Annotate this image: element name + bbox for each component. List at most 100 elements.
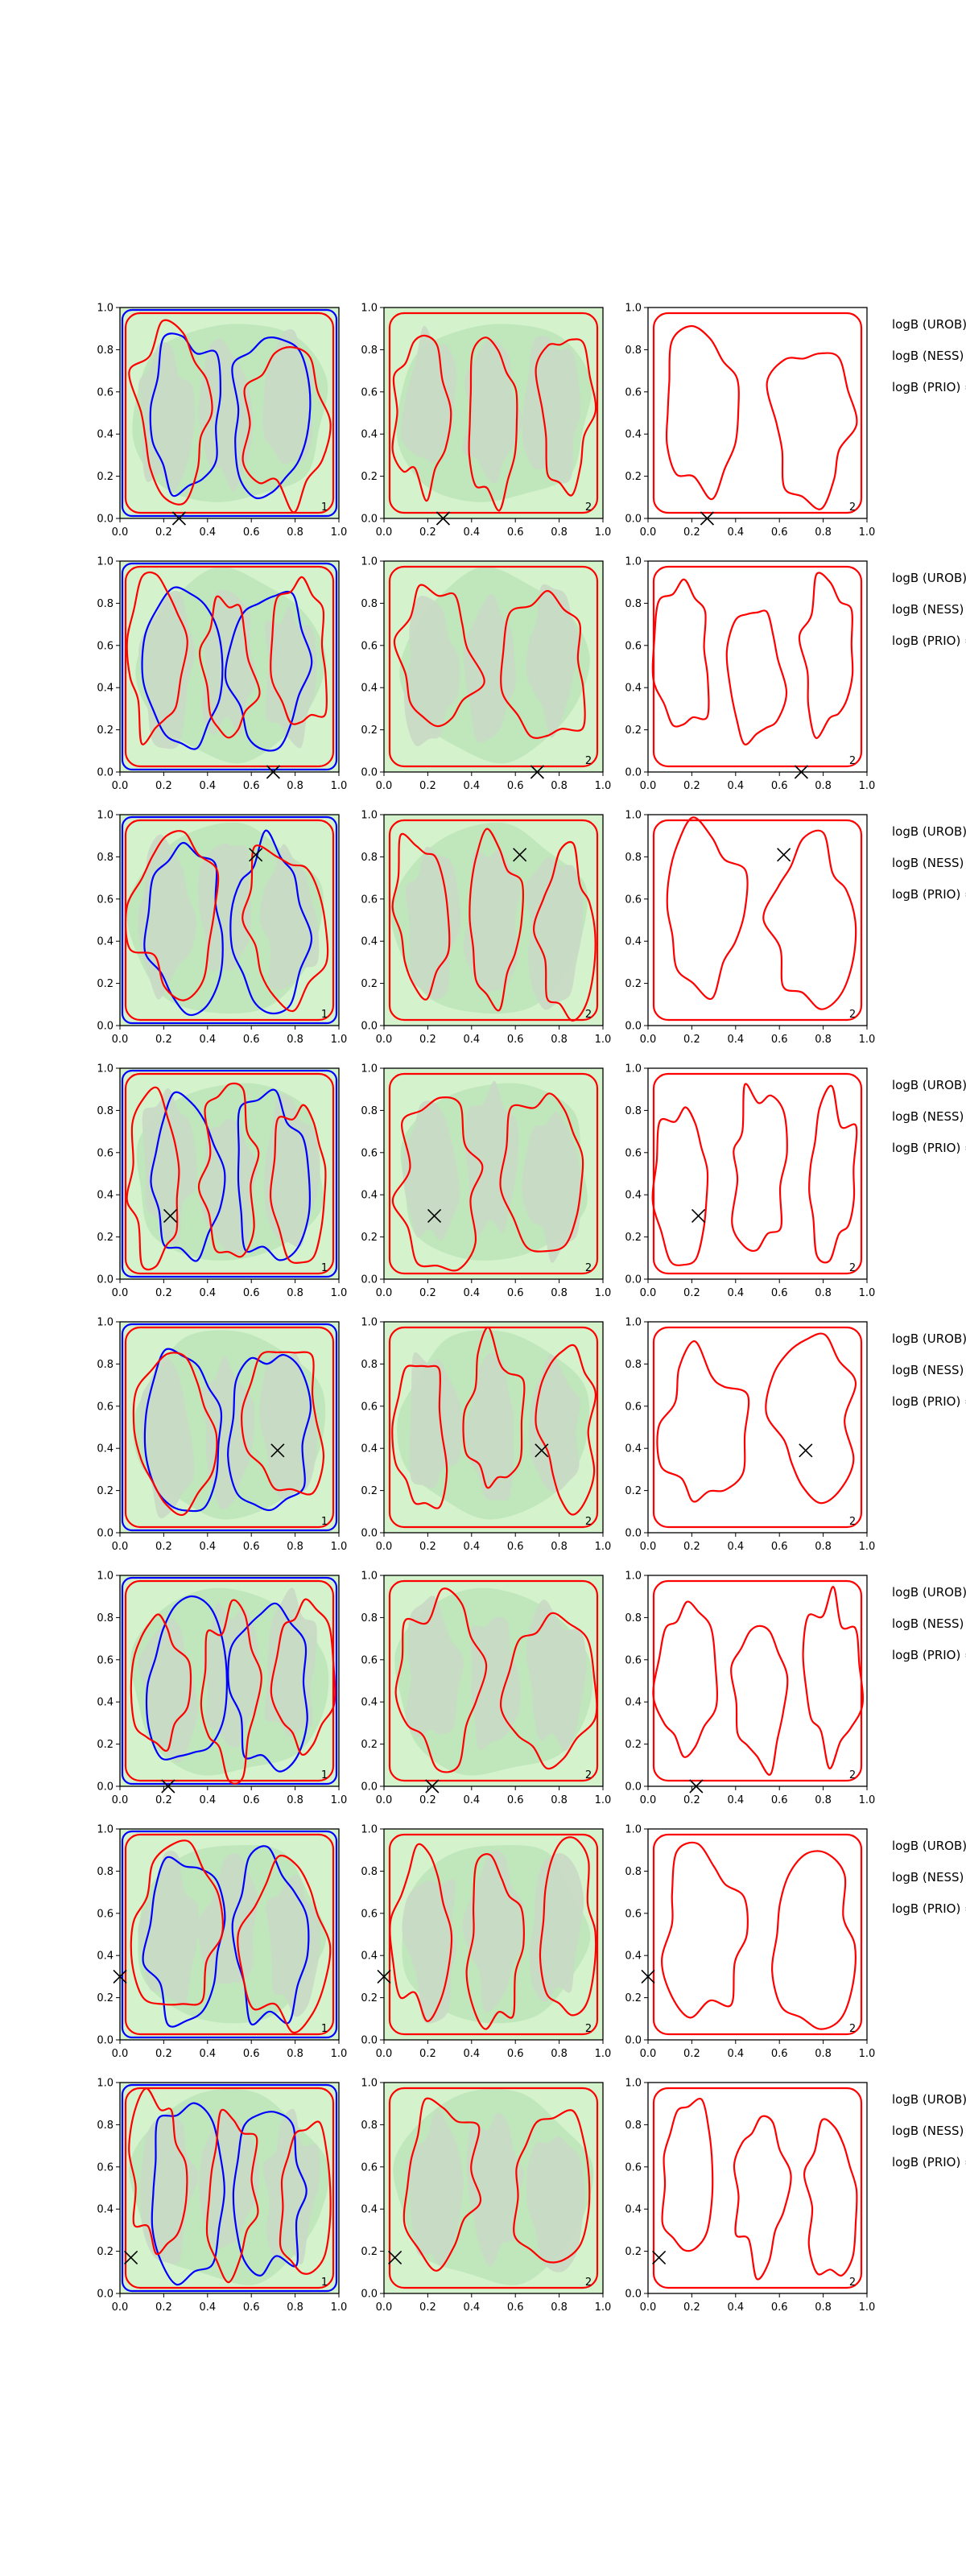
y-tick-label: 0.4 [625,1697,642,1709]
panel-r1-c1: 0.0 0.2 0.4 0.6 0.8 1.00.00.20.40.60.81.01 [97,303,347,539]
x-tick-label: 0.6 [507,2048,524,2060]
density-fill-dark [199,2107,259,2249]
axes-frame [119,560,340,773]
x-tick-label: 1.0 [859,526,876,539]
blue-contour-outer [121,1323,338,1532]
panel-r2-c3: 0.0 0.2 0.4 0.6 0.8 1.0 0.0 0.2 0.4 0.6 0.8 1.0 2 [625,556,875,793]
plot-area [384,815,603,1026]
blue-contour-outer [121,1069,338,1278]
panel-r4-c2: 0.0 0.2 0.4 0.6 0.8 1.0 0.0 0.2 0.4 0.6 0.8 1.0 2 [361,1063,611,1300]
axes-frame [119,307,340,519]
y-tick-label: 0.6 [361,1654,378,1666]
red-contour-outer [124,1072,335,1275]
y-tick-label: 1.0 [625,1317,642,1329]
x-tick-label: 0.4 [727,2048,744,2060]
density-fill-dark [464,1353,514,1501]
x-tick-label: 0.0 [640,780,657,792]
red-contour-outer [652,1326,863,1529]
red-contour-outer [652,2087,863,2289]
x-tick-label: 0.8 [551,1794,568,1806]
side-label: logB (NESS) = [892,1109,966,1124]
y-tick-label: 0.4 [625,1443,642,1455]
density-fill-dark [201,1355,255,1509]
panel-r5-c2: 0.0 0.2 0.4 0.6 0.8 1.0 0.0 0.2 0.4 0.6 0.8 1.0 2 [361,1317,611,1554]
x-tick-label: 0.4 [727,1541,744,1553]
x-tick-label: 1.0 [595,2301,612,2314]
y-tick-label: 0.8 [625,852,642,864]
panel-r3-c1: 0.0 0.2 0.4 0.6 0.8 1.0 0.0 0.2 0.4 0.6 0.8 1.0 1 [97,810,347,1046]
x-tick-label: 0.0 [640,526,657,539]
x-tick-label: 1.0 [331,2048,348,2060]
x-tick-label: 0.2 [683,780,700,792]
red-contour-outer [652,1579,863,1782]
y-tick-label: 0.0 [361,2289,378,2301]
y-tick-label: 0.6 [625,1654,642,1666]
red-contour-outer [388,819,599,1022]
red-contour [766,352,858,510]
x-tick-label: 0.8 [287,1794,303,1806]
y-tick-label: 0.2 [625,1992,642,2004]
y-tick-label: 0.8 [97,345,114,357]
panel-r2-c1: 0.0 0.2 0.4 0.6 0.8 1.0 0.0 0.2 0.4 0.6 0.8 1.0 [97,556,347,793]
plot-area [384,1322,603,1533]
x-tick-label: 0.2 [155,2048,172,2060]
x-tick-label: 1.0 [859,1034,876,1046]
red-contour-outer [124,312,335,514]
red-contour [535,338,597,497]
y-tick-label: 0.6 [97,1147,114,1159]
y-tick-label: 1.0 [97,2078,114,2090]
x-tick-label: 0.4 [727,2301,744,2314]
panel-corner-label: 2 [849,502,856,514]
plot-area [651,565,863,768]
y-tick-label: 0.8 [97,1105,114,1117]
y-tick-label: 0.0 [361,1274,378,1286]
x-tick-label: 0.8 [815,2048,832,2060]
density-fill-dark [466,2112,524,2268]
y-tick-label: 0.8 [361,345,378,357]
red-contour [532,840,597,1022]
side-label: logB (PRIO) = [892,1648,966,1662]
x-tick-label: 0.4 [199,1541,216,1553]
y-tick-label: 1.0 [625,2078,642,2090]
density-fill-dark [405,1596,464,1738]
red-contour-outer [388,312,599,514]
blue-contour [231,336,312,500]
x-tick-label: 0.8 [551,2048,568,2060]
panel-r7-c3: 0.0 0.2 0.4 0.6 0.8 1.0 0.0 0.2 0.4 0.6 0.8 1.0 2 [625,1824,875,2061]
x-tick-label: 0.0 [640,2048,657,2060]
plot-area [384,1068,603,1279]
y-tick-label: 1.0 [97,1317,114,1329]
side-label: logB (UROB) = [892,1585,966,1600]
y-tick-label: 0.0 [361,1781,378,1794]
panel-r5-c3: 0.0 0.2 0.4 0.6 0.8 1.0 0.0 0.2 0.4 0.6 0.8 1.0 2 [625,1317,875,1554]
x-tick-label: 0.6 [771,1794,788,1806]
y-tick-label: 0.8 [625,1612,642,1624]
marker-x [691,1208,706,1223]
red-contour [393,584,485,728]
axes-frame [383,1828,604,2041]
y-tick-label: 0.8 [361,1359,378,1371]
x-tick-label: 0.4 [463,1794,480,1806]
x-tick-label: 0.2 [155,1541,172,1553]
y-tick-label: 0.0 [97,2289,114,2301]
x-tick-label: 0.8 [287,2301,303,2314]
density-fill-dark [530,1852,584,2003]
x-tick-label: 0.0 [640,2301,657,2314]
y-tick-label: 0.6 [361,640,378,652]
x-tick-label: 1.0 [859,2048,876,2060]
side-label: logB (UROB) = [892,824,966,839]
y-tick-label: 0.2 [361,471,378,483]
panel-corner-label: 1 [321,502,328,514]
y-tick-label: 0.4 [361,936,378,948]
axes-frame [119,1321,340,1534]
y-tick-label: 0.2 [625,471,642,483]
y-tick-label: 0.6 [97,386,114,398]
blue-contour-outer [121,2083,338,2293]
x-tick-label: 0.2 [155,780,172,792]
y-tick-label: 0.0 [361,514,378,526]
x-tick-label: 0.2 [155,1287,172,1299]
red-contour [126,1086,180,1271]
x-tick-label: 0.4 [199,2048,216,2060]
y-tick-label: 0.8 [361,1866,378,1878]
panel-r6-c2: 0.0 0.2 0.4 0.6 0.8 1.0 0.0 0.2 0.4 0.6 0.8 1.0 2 [361,1571,611,1807]
